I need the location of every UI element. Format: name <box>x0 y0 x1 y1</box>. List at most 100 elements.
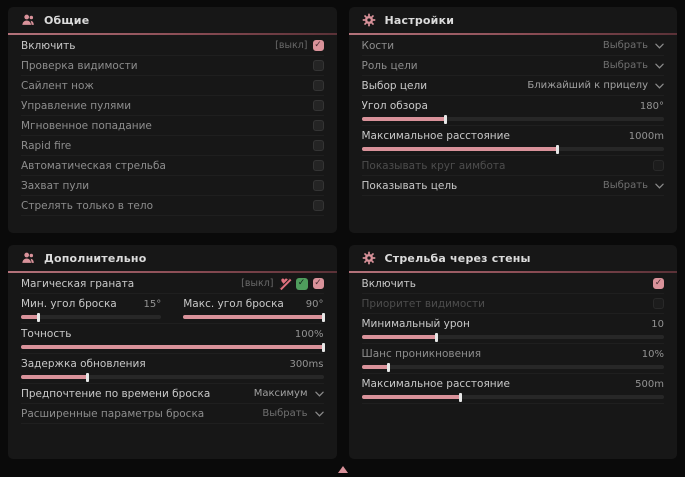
checkbox[interactable] <box>653 160 664 171</box>
row-controls: Максимум <box>254 388 324 399</box>
panel-wallbang: Стрельба через стены Включить ✓ Приоритет в… <box>348 245 677 459</box>
panel-general: Общие Включить [выкл] ✓ Проверка видимости Са… <box>8 7 337 233</box>
state-suffix: [выкл] <box>275 40 308 51</box>
slider-row: Максимальное расстояние 500m <box>361 374 664 404</box>
slider-value: 10% <box>641 348 664 360</box>
setting-row: Захват пули <box>21 176 324 196</box>
panel-header-divider <box>348 271 677 273</box>
slider-track[interactable] <box>21 372 324 382</box>
slider-thumb[interactable] <box>386 362 390 372</box>
dropdown[interactable]: Максимум <box>254 388 324 399</box>
checkbox[interactable] <box>653 298 664 309</box>
check-circle-icon[interactable]: ✓ <box>295 277 308 290</box>
checkbox[interactable] <box>312 60 324 71</box>
slider-thumb[interactable] <box>85 372 89 382</box>
setting-row: Сайлент нож <box>21 76 324 96</box>
chevron-down-icon <box>655 43 664 49</box>
row-controls: Выбрать <box>603 40 664 51</box>
slider-track[interactable] <box>183 312 325 322</box>
row-controls: Ближайший к прицелу <box>527 80 664 91</box>
dropdown-value: Выбрать <box>262 408 308 419</box>
dropdown[interactable]: Ближайший к прицелу <box>527 80 664 91</box>
checkbox[interactable] <box>312 120 324 131</box>
row-controls <box>312 200 324 211</box>
checkbox[interactable]: ✓ <box>653 278 664 289</box>
setting-row: Расширенные параметры броска Выбрать <box>21 404 324 424</box>
slider-track[interactable] <box>361 332 664 342</box>
checkbox[interactable] <box>312 180 324 191</box>
slider-label: Задержка обновления <box>21 358 146 370</box>
state-suffix: [выкл] <box>241 278 274 289</box>
row-controls: Выбрать <box>262 408 324 419</box>
heart-broken-icon[interactable]: ♥ <box>280 278 289 288</box>
row-controls: ✓ <box>653 278 664 289</box>
slider-label: Максимальное расстояние <box>361 130 510 142</box>
row-controls: [выкл] ✓ <box>275 40 324 51</box>
dropdown[interactable]: Выбрать <box>603 60 664 71</box>
panel-header: Настройки <box>349 7 678 33</box>
users-icon <box>21 251 35 265</box>
slider-label-row: Максимальное расстояние 1000m <box>362 128 665 144</box>
slider-track[interactable] <box>361 362 664 372</box>
panel-title: Дополнительно <box>44 251 147 265</box>
slider-row: Максимальное расстояние 1000m <box>361 126 665 156</box>
slider: Шанс проникновения 10% <box>361 346 665 372</box>
slider-thumb[interactable] <box>444 114 448 124</box>
setting-row: Приоритет видимости <box>361 294 664 314</box>
checkbox[interactable] <box>312 140 324 151</box>
slider-thumb[interactable] <box>459 392 463 402</box>
setting-label: Показывать круг аимбота <box>361 159 506 172</box>
setting-row: Rapid fire <box>21 136 324 156</box>
setting-label: Захват пули <box>21 179 90 192</box>
setting-row: Роль цели Выбрать <box>361 56 664 76</box>
slider-track[interactable] <box>361 144 664 154</box>
dropdown[interactable]: Выбрать <box>262 408 324 419</box>
chevron-down-icon <box>655 63 664 69</box>
slider-label-row: Минимальный урон 10 <box>362 316 665 332</box>
slider-label: Точность <box>21 328 72 340</box>
chevron-down-icon <box>314 411 324 417</box>
slider-track[interactable] <box>21 342 325 352</box>
slider-track[interactable] <box>21 312 162 322</box>
setting-row: Кости Выбрать <box>361 36 664 56</box>
dropdown-value: Выбрать <box>602 60 648 71</box>
panel-header-divider <box>8 33 337 35</box>
slider-thumb[interactable] <box>556 144 560 154</box>
slider-thumb[interactable] <box>37 312 41 322</box>
slider-label: Минимальный урон <box>361 318 470 330</box>
scroll-up-indicator[interactable] <box>337 466 348 473</box>
setting-row: Выбор цели Ближайший к прицелу <box>361 76 664 96</box>
panel-header-divider <box>348 33 677 35</box>
slider-fill <box>361 114 448 124</box>
slider-thumb[interactable] <box>321 342 325 352</box>
slider-label-row: Шанс проникновения 10% <box>362 346 665 362</box>
slider-thumb[interactable] <box>321 312 325 322</box>
dropdown-value: Максимум <box>253 388 308 399</box>
setting-label: Кости <box>361 39 395 52</box>
setting-label: Автоматическая стрельба <box>21 159 166 172</box>
dropdown[interactable]: Выбрать <box>603 40 664 51</box>
panel-body: Кости Выбрать Роль цели Выбрать Выбор цели Бл… <box>349 35 678 196</box>
setting-label: Стрелять только в тело <box>21 199 154 212</box>
slider-track[interactable] <box>361 114 664 124</box>
slider-track[interactable] <box>361 392 664 402</box>
checkbox[interactable] <box>312 100 324 111</box>
setting-label: Сайлент нож <box>21 79 94 92</box>
slider-fill <box>361 144 560 154</box>
slider-thumb[interactable] <box>435 332 439 342</box>
row-controls: Выбрать <box>603 60 664 71</box>
row-controls <box>312 100 324 111</box>
setting-label: Роль цели <box>361 59 418 72</box>
checkbox[interactable]: ✓ <box>312 278 324 289</box>
row-controls <box>312 120 324 131</box>
slider-row: Точность 100% <box>21 324 325 354</box>
slider-value: 10 <box>651 318 664 330</box>
slider-pair-row: Мин. угол броска 15° Макс. угол броска 90° <box>21 294 325 324</box>
slider-label: Макс. угол броска <box>183 298 284 310</box>
dropdown[interactable]: Выбрать <box>603 180 664 191</box>
checkbox[interactable] <box>312 160 324 171</box>
slider-value: 1000m <box>628 130 664 142</box>
checkbox[interactable] <box>312 200 324 211</box>
checkbox[interactable] <box>312 80 324 91</box>
checkbox[interactable]: ✓ <box>312 40 324 51</box>
